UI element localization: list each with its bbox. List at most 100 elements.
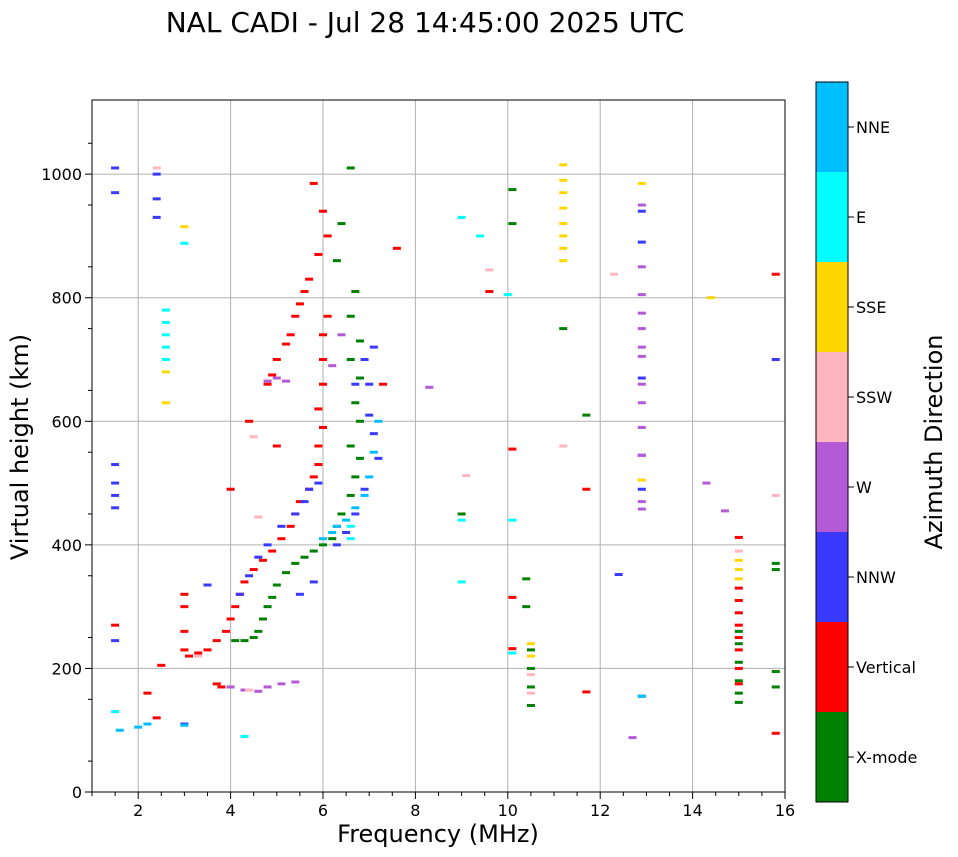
data-point <box>734 691 743 695</box>
data-point <box>392 246 401 250</box>
data-point <box>291 561 300 565</box>
data-point <box>180 629 189 633</box>
data-point <box>637 240 646 244</box>
data-point <box>771 493 780 497</box>
data-point <box>351 506 360 510</box>
data-point <box>272 376 281 380</box>
data-point <box>637 401 646 405</box>
data-point <box>314 481 323 485</box>
data-point <box>111 493 120 497</box>
data-point <box>734 700 743 704</box>
colorbar-segment <box>816 262 848 352</box>
data-point <box>263 543 272 547</box>
data-point <box>526 673 535 677</box>
x-tick-label: 4 <box>226 801 236 820</box>
data-point <box>369 432 378 436</box>
data-point <box>457 518 466 522</box>
data-point <box>720 509 729 513</box>
data-point <box>161 320 170 324</box>
data-point <box>268 549 277 553</box>
data-point <box>295 302 304 306</box>
colorbar-tick-label: SSE <box>856 298 886 317</box>
data-point <box>346 524 355 528</box>
data-point <box>319 543 327 547</box>
colorbar: X-mode Vertical NNW W SSW SSE E NNE <box>815 81 917 803</box>
data-point <box>342 518 351 522</box>
data-point <box>305 487 314 491</box>
data-point <box>309 549 318 553</box>
data-point <box>734 642 743 646</box>
data-point <box>295 592 304 596</box>
series-nne <box>115 419 646 732</box>
data-point <box>180 605 189 609</box>
data-point <box>180 225 189 229</box>
data-point <box>346 166 355 170</box>
data-point <box>771 358 780 361</box>
data-point <box>319 358 327 361</box>
data-point <box>314 463 323 467</box>
data-point <box>355 456 364 460</box>
data-point <box>314 252 323 256</box>
data-point <box>771 670 780 674</box>
data-point <box>526 691 535 695</box>
data-point <box>111 506 120 510</box>
data-point <box>457 580 466 584</box>
data-point <box>351 512 360 516</box>
data-point <box>111 191 120 195</box>
data-point <box>559 444 568 448</box>
data-point <box>254 689 263 693</box>
data-point <box>254 515 263 519</box>
data-point <box>226 617 235 621</box>
data-point <box>337 333 346 337</box>
data-point <box>485 290 494 294</box>
data-point <box>221 629 230 633</box>
data-point <box>637 453 646 457</box>
data-point <box>111 463 120 467</box>
data-point <box>637 293 646 297</box>
plot-frame <box>91 99 786 793</box>
data-point <box>346 493 355 497</box>
data-point <box>637 327 646 331</box>
data-point <box>231 639 240 643</box>
data-point <box>508 188 517 192</box>
data-point <box>300 500 309 504</box>
data-point <box>485 268 494 272</box>
data-point <box>240 580 249 584</box>
colorbar-tick-label: Vertical <box>856 658 916 677</box>
data-point <box>161 370 170 374</box>
data-point <box>734 636 743 640</box>
y-tick-label: 0 <box>72 783 82 802</box>
data-point <box>111 481 120 485</box>
data-point <box>360 493 369 497</box>
data-point <box>346 314 355 318</box>
data-point <box>355 339 364 343</box>
data-point <box>263 379 272 383</box>
colorbar-label: Azimuth Direction <box>920 335 948 550</box>
data-point <box>628 736 637 740</box>
colorbar-frame <box>815 81 849 803</box>
data-point <box>185 654 194 658</box>
data-point <box>508 651 517 655</box>
data-point <box>319 209 327 213</box>
data-point <box>771 272 780 276</box>
data-point <box>194 651 203 655</box>
data-point <box>305 277 314 281</box>
data-point <box>637 487 646 491</box>
x-tick-label: 8 <box>410 801 420 820</box>
data-point <box>240 639 249 643</box>
data-point <box>526 648 535 652</box>
data-point <box>637 311 646 315</box>
data-point <box>351 475 360 479</box>
data-point <box>240 688 249 692</box>
data-point <box>268 373 277 377</box>
data-point <box>610 272 619 276</box>
data-point <box>309 475 318 479</box>
data-point <box>332 259 341 263</box>
data-point <box>508 647 517 651</box>
data-point <box>508 595 517 599</box>
data-point <box>734 682 743 686</box>
data-point <box>522 605 531 609</box>
data-point <box>143 722 152 726</box>
data-point <box>462 474 471 478</box>
